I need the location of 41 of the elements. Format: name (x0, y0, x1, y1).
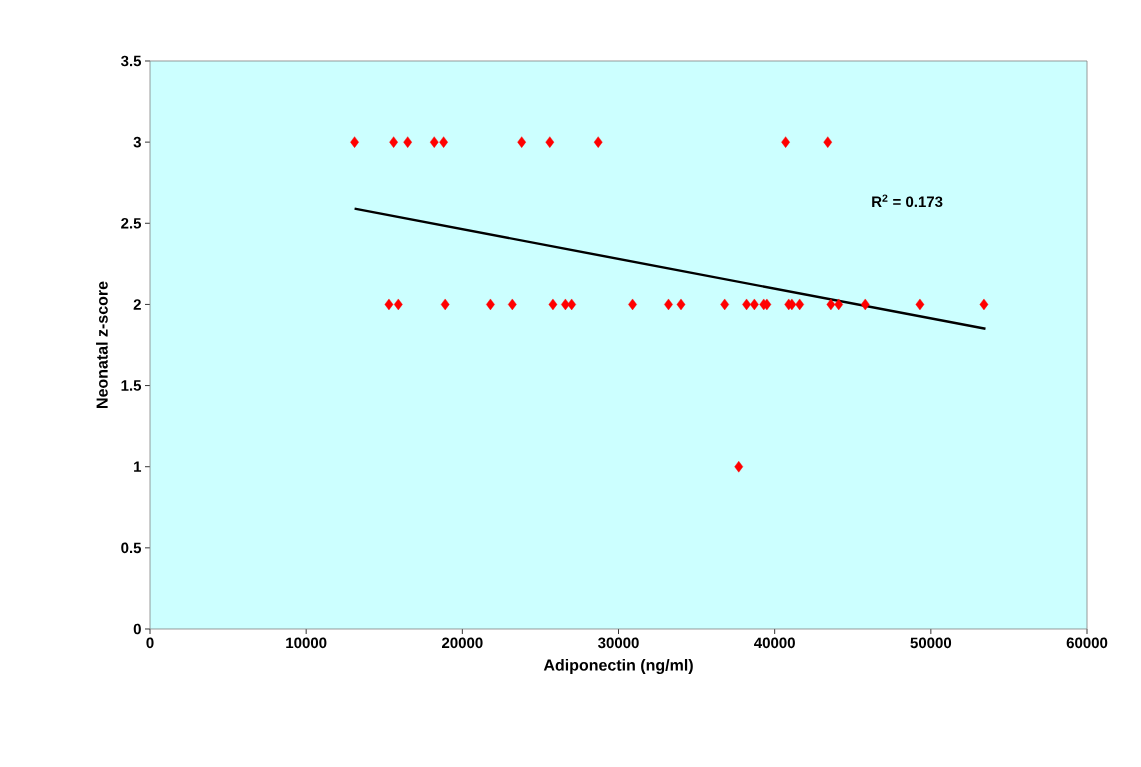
y-tick-label: 1.5 (121, 380, 142, 391)
point (393, 298, 403, 311)
point (517, 136, 526, 148)
x-tick-label: 20000 (442, 637, 483, 649)
point (860, 298, 870, 311)
point (834, 298, 844, 311)
point (823, 136, 833, 148)
y-tick-label: 2 (133, 299, 141, 310)
point (545, 136, 555, 148)
y-tick-label: 3.5 (120, 55, 142, 67)
point (439, 136, 448, 148)
point (429, 136, 439, 148)
y-tick-label: 3 (133, 136, 141, 148)
x-tick-label: 50000 (910, 637, 952, 649)
point (720, 298, 730, 311)
point (389, 136, 398, 148)
x-tick-label: 60000 (1066, 637, 1108, 649)
point (593, 136, 603, 148)
y-tick-label: 1 (134, 461, 142, 472)
y-tick-label: 0 (133, 623, 141, 635)
x-tick-label: 10000 (286, 637, 327, 649)
point (507, 298, 517, 311)
point (781, 136, 790, 148)
point (676, 298, 686, 311)
point (440, 298, 450, 311)
point (548, 298, 558, 311)
x-tick-label: 30000 (597, 637, 639, 649)
point (979, 298, 989, 311)
y-tick-label: 2.5 (121, 217, 142, 229)
point (350, 136, 359, 148)
x-tick-label: 40000 (754, 637, 795, 649)
x-tick-label: 0 (146, 637, 154, 649)
annotation: R$^{2}$ = 0.173 (872, 194, 943, 208)
y-axis-title: Neonatal z-score (96, 281, 108, 408)
point (403, 136, 412, 148)
point (826, 298, 836, 311)
y-tick-label: 0.5 (121, 542, 142, 554)
point (734, 461, 744, 473)
x-axis-title: Adiponectin (ng/ml) (543, 659, 693, 674)
point (384, 298, 394, 311)
point (915, 298, 925, 311)
